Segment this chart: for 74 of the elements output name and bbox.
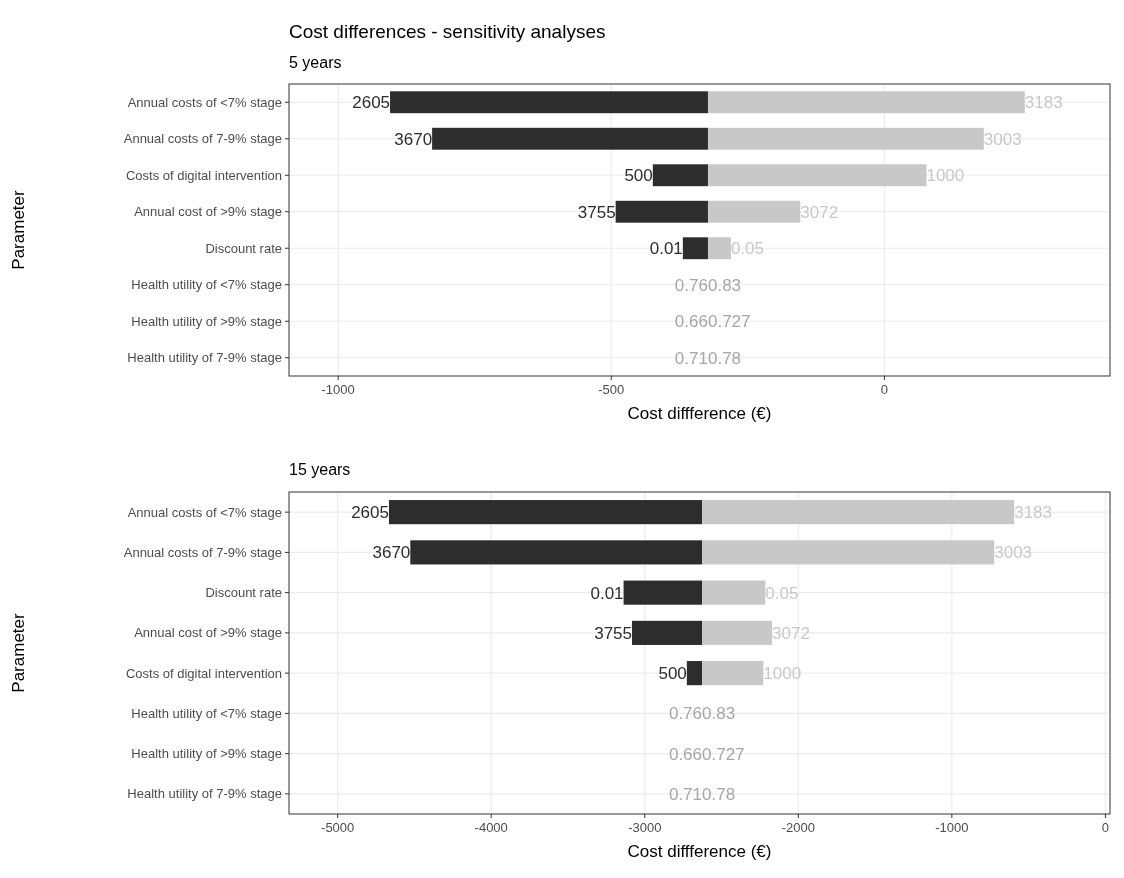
bar [682, 237, 708, 260]
y-tick-label: Health utility of 7-9% stage [127, 350, 282, 366]
bar [702, 620, 773, 645]
bar [702, 540, 995, 565]
bar [686, 661, 703, 686]
y-tick-label: Costs of digital intervention [125, 167, 282, 183]
annotation: 0.83 [702, 704, 736, 724]
bar [707, 200, 801, 223]
annotation: 2605 [351, 503, 389, 523]
y-tick-label: Discount rate [205, 585, 282, 601]
annotation: 0.66 [668, 744, 703, 764]
bar [623, 580, 703, 605]
annotation: 0.71 [674, 348, 708, 368]
bar [390, 91, 708, 114]
y-tick-label: Health utility of >9% stage [131, 746, 282, 762]
x-axis-title: Cost diffference (€) [627, 404, 772, 423]
x-tick-label: -1000 [935, 820, 969, 835]
bar [702, 661, 764, 686]
annotation: 0.66 [674, 312, 708, 332]
y-tick-label: Health utility of <7% stage [131, 277, 282, 293]
chart-title: Cost differences - sensitivity analyses [289, 21, 606, 42]
y-tick-label: Health utility of >9% stage [131, 313, 282, 329]
y-tick-label: Annual costs of <7% stage [127, 504, 282, 520]
annotation: 500 [658, 664, 687, 684]
x-tick-label: -3000 [628, 820, 662, 835]
annotation: 0.727 [702, 744, 745, 764]
annotation: 2605 [352, 93, 391, 113]
y-tick-label: Annual costs of 7-9% stage [123, 544, 282, 560]
bar [707, 237, 731, 260]
annotation: 0.83 [707, 275, 742, 295]
bar [632, 620, 703, 645]
annotation: 0.76 [668, 704, 703, 724]
x-tick-label: -500 [598, 382, 625, 397]
x-tick-label: -4000 [474, 820, 508, 835]
annotation: 3755 [594, 623, 633, 643]
annotation: 0.76 [674, 275, 708, 295]
annotation: 3755 [577, 202, 616, 222]
y-tick-label: Annual costs of 7-9% stage [123, 131, 282, 147]
annotation: 0.01 [649, 239, 683, 259]
chart-subtitle: 15 years [289, 461, 351, 478]
bar [707, 127, 984, 150]
bar [707, 91, 1025, 114]
x-tick-label: -2000 [781, 820, 815, 835]
x-axis-title: Cost diffference (€) [627, 842, 772, 861]
y-tick-label: Annual cost of >9% stage [134, 625, 282, 641]
y-tick-label: Discount rate [205, 240, 282, 256]
bar [652, 164, 708, 187]
x-tick-label: -5000 [321, 820, 355, 835]
bar [702, 580, 766, 605]
annotation: 3670 [394, 129, 433, 149]
bar [702, 500, 1015, 525]
y-tick-label: Health utility of <7% stage [131, 705, 282, 721]
y-tick-label: Costs of digital intervention [125, 665, 282, 681]
y-axis-title: Parameter [9, 612, 28, 693]
y-tick-label: Annual costs of <7% stage [127, 94, 282, 110]
annotation: 0.78 [702, 784, 736, 804]
annotation: 500 [624, 166, 653, 186]
y-tick-label: Health utility of 7-9% stage [127, 786, 282, 802]
annotation: 0.01 [590, 583, 624, 603]
annotation: 0.727 [707, 312, 751, 332]
bar [432, 127, 708, 150]
y-axis-title: Parameter [9, 189, 28, 270]
x-tick-label: -1000 [321, 382, 355, 397]
bar [410, 540, 703, 565]
bar [615, 200, 708, 223]
x-tick-label: 0 [1101, 820, 1110, 835]
annotation: 0.78 [707, 348, 742, 368]
annotation: 3670 [372, 543, 411, 563]
annotation: 0.71 [668, 784, 703, 804]
y-tick-label: Annual cost of >9% stage [134, 204, 282, 220]
bar [707, 164, 927, 187]
x-tick-label: 0 [880, 382, 889, 397]
chart-subtitle: 5 years [289, 54, 342, 71]
bar [388, 500, 703, 525]
